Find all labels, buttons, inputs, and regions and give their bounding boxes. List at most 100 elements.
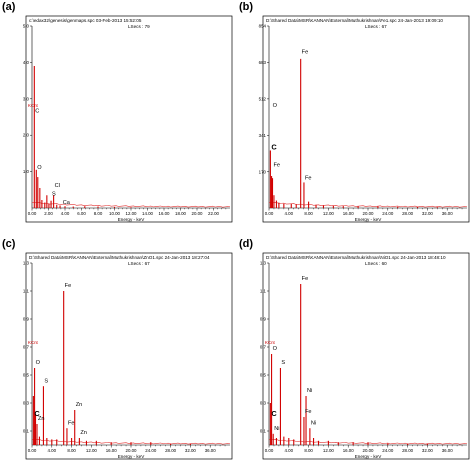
element-label: Fe [302, 276, 309, 282]
x-tick-label: 4.00 [48, 448, 57, 453]
element-label: C [271, 409, 277, 418]
element-label: O [36, 360, 41, 366]
element-label: O [37, 165, 42, 171]
element-label: Ni [274, 426, 279, 432]
spectrum-header: D:\Shared Data\MSR\KANNAN\External\Muthu… [29, 255, 210, 260]
x-tick-label: 32.00 [422, 211, 434, 216]
panel-label: (a) [2, 1, 16, 13]
x-tick-label: 0.00 [265, 211, 274, 216]
y-tick-label: 0.9 [260, 317, 267, 322]
element-label: C [35, 108, 39, 114]
element-label: Zn [38, 416, 45, 422]
element-label: O [273, 103, 278, 109]
x-tick-label: 16.00 [343, 211, 355, 216]
plot-frame [262, 15, 470, 223]
eds-panel-c: (c) D:\Shared Data\MSR\KANNAN\External\Mu… [0, 237, 237, 474]
element-label: Fe [274, 163, 281, 169]
x-tick-label: 20.00 [363, 448, 375, 453]
panel-label: (b) [239, 1, 253, 13]
x-tick-label: 16.00 [343, 448, 355, 453]
eds-spectrum-svg: (a) c:\edax32\genesis\genmaps.spc 03-Feb-… [2, 1, 233, 223]
y-tick-label: 0.1 [260, 429, 267, 434]
x-tick-label: 36.00 [205, 448, 217, 453]
lsecs-label: LSecs : 79 [128, 24, 150, 29]
x-tick-label: 12.00 [126, 211, 138, 216]
x-tick-label: 8.00 [304, 448, 313, 453]
x-tick-label: 8.00 [94, 211, 103, 216]
element-label: Fe [305, 175, 312, 181]
x-tick-label: 20.00 [126, 448, 138, 453]
element-label: S [44, 378, 48, 384]
y-tick-label: 1.3 [23, 261, 30, 266]
eds-panel-d: (d) D:\Shared Data\MSR\KANNAN\External\Mu… [237, 237, 474, 474]
x-tick-label: 4.00 [285, 211, 294, 216]
y-tick-label: 854 [259, 24, 267, 29]
element-label: Cl [55, 183, 60, 189]
eds-spectrum-svg: (b) D:\Shared Data\MSR\KANNAN\External\Mu… [239, 1, 470, 223]
element-label: Zn [80, 430, 87, 436]
element-label: Fe [65, 283, 72, 289]
x-tick-label: 8.00 [304, 211, 313, 216]
element-label: Fe [68, 420, 75, 426]
x-tick-label: 28.00 [165, 448, 177, 453]
x-tick-label: 16.00 [159, 211, 171, 216]
element-label: Ni [311, 420, 316, 426]
y-tick-label: 0.5 [260, 373, 267, 378]
x-tick-label: 12.00 [86, 448, 98, 453]
eds-spectrum-svg: (c) D:\Shared Data\MSR\KANNAN\External\Mu… [2, 238, 233, 460]
spectrum-header: D:\Shared Data\MSR\KANNAN\External\Muthu… [266, 18, 443, 23]
x-axis-label: Energy - keV [355, 217, 382, 222]
y-tick-label: 0.7 [260, 345, 267, 350]
y-tick-label: 0.1 [23, 429, 30, 434]
y-tick-label: 170 [259, 169, 267, 174]
y-tick-label: 0.3 [23, 401, 30, 406]
element-label: O [273, 346, 278, 352]
lsecs-label: LSecs : 60 [365, 261, 387, 266]
lsecs-label: LSecs : 67 [128, 261, 150, 266]
x-tick-label: 6.00 [77, 211, 86, 216]
element-label: Fe [305, 409, 312, 415]
kcnt-label: KCnt [28, 340, 39, 345]
spectrum-header: c:\edax32\genesis\genmaps.spc 03-Feb-201… [29, 18, 142, 23]
x-tick-label: 20.00 [363, 211, 375, 216]
y-tick-label: 0.9 [23, 317, 30, 322]
x-tick-label: 24.00 [145, 448, 157, 453]
eds-panel-a: (a) c:\edax32\genesis\genmaps.spc 03-Feb-… [0, 0, 237, 237]
spectrum-baseline [268, 202, 468, 208]
x-tick-label: 12.00 [323, 211, 335, 216]
x-axis-label: Energy - keV [118, 217, 145, 222]
x-tick-label: 20.00 [192, 211, 204, 216]
x-tick-label: 24.00 [382, 211, 394, 216]
x-tick-label: 12.00 [323, 448, 335, 453]
x-tick-label: 8.00 [67, 448, 76, 453]
kcnt-label: KCnt [28, 103, 39, 108]
x-axis-label: Energy - keV [355, 454, 382, 459]
panel-label: (c) [2, 238, 16, 250]
kcnt-label: KCnt [265, 340, 276, 345]
y-tick-label: 683 [259, 60, 267, 65]
y-tick-label: 3.0 [23, 96, 30, 101]
element-label: C [271, 142, 277, 151]
element-label: Ni [307, 388, 312, 394]
y-tick-label: 1.3 [260, 261, 267, 266]
x-tick-label: 16.00 [106, 448, 118, 453]
y-tick-label: 512 [259, 96, 267, 101]
eds-panel-b: (b) D:\Shared Data\MSR\KANNAN\External\Mu… [237, 0, 474, 237]
panel-label: (d) [239, 238, 253, 250]
y-tick-label: 1.0 [23, 169, 30, 174]
x-tick-label: 18.00 [175, 211, 187, 216]
x-tick-label: 0.00 [28, 448, 37, 453]
plot-frame [25, 15, 233, 223]
x-tick-label: 24.00 [382, 448, 394, 453]
y-tick-label: 4.0 [23, 60, 30, 65]
x-tick-label: 36.00 [442, 448, 454, 453]
element-label: S [281, 360, 285, 366]
y-tick-label: 341 [259, 133, 267, 138]
x-tick-label: 0.00 [265, 448, 274, 453]
y-tick-label: 1.1 [23, 289, 30, 294]
x-tick-label: 14.00 [142, 211, 154, 216]
eds-spectrum-svg: (d) D:\Shared Data\MSR\KANNAN\External\Mu… [239, 238, 470, 460]
x-tick-label: 4.00 [61, 211, 70, 216]
y-tick-label: 0.5 [23, 373, 30, 378]
element-label: Zn [76, 402, 83, 408]
